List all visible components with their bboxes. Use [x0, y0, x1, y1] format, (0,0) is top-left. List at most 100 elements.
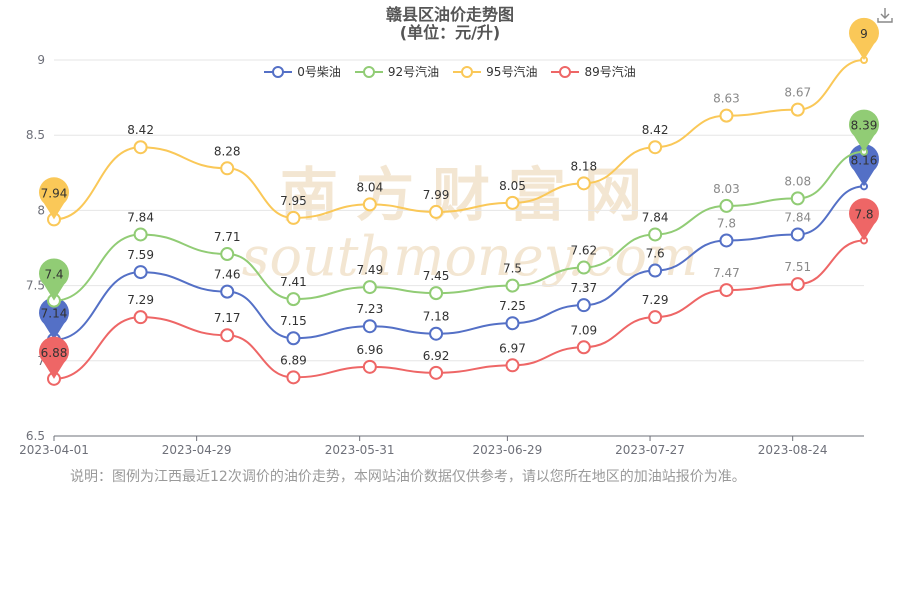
- data-point: [429, 286, 444, 301]
- x-tick-label: 2023-07-27: [615, 443, 685, 457]
- data-label: 8.42: [642, 123, 669, 137]
- data-point: [648, 227, 663, 242]
- data-point: [648, 140, 663, 155]
- marker-pin-shape: [39, 336, 69, 379]
- data-point: [133, 227, 148, 242]
- end-marker-pin: 6.88: [39, 336, 69, 379]
- data-point: [133, 140, 148, 155]
- data-point: [576, 176, 591, 191]
- legend-swatch-icon: [551, 65, 580, 78]
- data-label: 7.71: [214, 230, 241, 244]
- data-point: [286, 292, 301, 307]
- download-icon[interactable]: [876, 6, 894, 24]
- y-tick-label: 6.5: [26, 429, 45, 443]
- data-label: 7.62: [570, 244, 597, 258]
- data-label: 7.51: [784, 260, 811, 274]
- data-label: 7.46: [214, 268, 241, 282]
- data-label: 7.23: [356, 302, 383, 316]
- legend-item[interactable]: 0号柴油: [264, 63, 341, 80]
- data-point: [362, 280, 377, 295]
- x-tick-label: 2023-08-24: [758, 443, 828, 457]
- data-label: 6.89: [280, 353, 307, 367]
- chart-legend: 0号柴油 92号汽油 95号汽油 89号汽油: [0, 63, 900, 80]
- data-label: 7.37: [570, 281, 597, 295]
- marker-pin-label: 7.14: [41, 307, 68, 321]
- data-point: [719, 198, 734, 213]
- data-point: [133, 265, 148, 280]
- y-tick-label: 8: [37, 203, 45, 217]
- data-point: [505, 316, 520, 331]
- data-point: [286, 370, 301, 385]
- data-point: [719, 108, 734, 123]
- marker-pin-shape: [39, 258, 69, 301]
- end-marker-pin: 8.16: [849, 144, 880, 187]
- watermark-subtext: southmoney.com: [242, 225, 698, 288]
- data-label: 8.04: [356, 180, 383, 194]
- data-label: 7.84: [642, 210, 669, 224]
- data-point: [576, 340, 591, 355]
- data-label: 8.67: [784, 86, 811, 100]
- marker-pin-label: 6.88: [41, 346, 68, 360]
- x-tick-label: 2023-05-31: [325, 443, 395, 457]
- legend-item[interactable]: 95号汽油: [453, 63, 537, 80]
- data-label: 7.17: [214, 311, 241, 325]
- data-label: 7.18: [423, 310, 450, 324]
- legend-swatch-icon: [354, 65, 383, 78]
- data-label: 7.84: [784, 210, 811, 224]
- data-label: 7.09: [570, 323, 597, 337]
- data-label: 7.99: [423, 188, 450, 202]
- legend-swatch-icon: [264, 65, 293, 78]
- data-point: [648, 310, 663, 325]
- end-marker-pin: 8.39: [849, 109, 880, 152]
- marker-pin-shape: [39, 177, 69, 220]
- data-point: [362, 197, 377, 212]
- data-point: [790, 102, 805, 117]
- data-label: 7.6: [646, 247, 665, 261]
- marker-pin-label: 7.4: [44, 268, 63, 282]
- legend-item[interactable]: 89号汽油: [551, 63, 636, 80]
- data-point: [790, 191, 805, 206]
- data-label: 8.05: [499, 179, 526, 193]
- legend-swatch-icon: [453, 65, 482, 78]
- data-point: [220, 284, 235, 299]
- data-point: [220, 328, 235, 343]
- data-point: [505, 358, 520, 373]
- data-label: 7.29: [642, 293, 669, 307]
- data-point: [220, 247, 235, 262]
- y-tick-label: 7.5: [26, 279, 45, 293]
- chart-title: 赣县区油价走势图: [385, 5, 514, 24]
- legend-label: 89号汽油: [584, 65, 636, 79]
- data-point: [790, 227, 805, 242]
- y-tick-label: 7: [37, 354, 45, 368]
- data-point: [576, 298, 591, 313]
- legend-item[interactable]: 92号汽油: [354, 63, 439, 80]
- marker-pin-label: 9: [860, 27, 868, 41]
- data-label: 6.97: [499, 341, 526, 355]
- marker-pin-shape: [849, 198, 880, 241]
- chart-footnote: 说明：图例为江西最近12次调价的油价走势，本网站油价数据仅供参考，请以您所在地区…: [70, 469, 746, 485]
- data-label: 7.25: [499, 299, 526, 313]
- data-point: [362, 359, 377, 374]
- data-point: [429, 204, 444, 219]
- end-marker-pin: 7.94: [39, 177, 69, 220]
- watermark-text: 南方财富网: [280, 161, 660, 229]
- data-label: 6.92: [423, 349, 450, 363]
- data-label: 7.8: [717, 216, 736, 230]
- chart-subtitle: (单位：元/升): [399, 23, 501, 42]
- data-point: [429, 365, 444, 380]
- data-label: 8.03: [713, 182, 740, 196]
- marker-pin-shape: [849, 109, 880, 152]
- legend-label: 0号柴油: [297, 65, 341, 79]
- data-label: 7.41: [280, 275, 307, 289]
- x-tick-label: 2023-06-29: [473, 443, 543, 457]
- data-point: [648, 263, 663, 278]
- data-label: 7.45: [423, 269, 450, 283]
- marker-pin-shape: [849, 17, 880, 60]
- data-point: [790, 277, 805, 292]
- data-label: 8.63: [713, 92, 740, 106]
- data-point: [719, 233, 734, 248]
- data-point: [505, 278, 520, 293]
- data-label: 7.47: [713, 266, 740, 280]
- end-marker-pin: 7.4: [39, 258, 69, 301]
